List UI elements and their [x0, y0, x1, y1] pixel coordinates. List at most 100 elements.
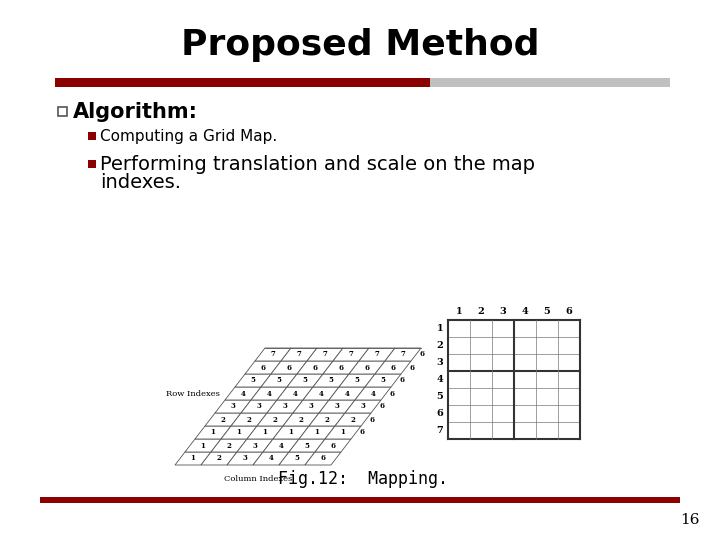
Polygon shape	[349, 361, 385, 374]
Polygon shape	[365, 374, 401, 387]
Polygon shape	[261, 374, 297, 387]
Text: Fig.12:  Mapping.: Fig.12: Mapping.	[278, 470, 448, 488]
Polygon shape	[333, 348, 369, 361]
Bar	[55, 78, 430, 87]
Polygon shape	[185, 439, 221, 452]
Text: 4: 4	[292, 389, 297, 397]
Polygon shape	[221, 426, 257, 439]
Text: 5: 5	[436, 392, 444, 401]
Text: 6: 6	[420, 350, 425, 359]
Text: 3: 3	[309, 402, 313, 410]
Text: 4: 4	[436, 375, 444, 384]
Polygon shape	[325, 426, 361, 439]
Text: indexes.: indexes.	[100, 172, 181, 192]
Text: 7: 7	[400, 350, 405, 359]
Text: 6: 6	[360, 429, 365, 436]
Text: 5: 5	[251, 376, 256, 384]
Polygon shape	[277, 387, 313, 400]
Text: 5: 5	[276, 376, 282, 384]
Text: 1: 1	[210, 429, 215, 436]
Text: 6: 6	[287, 363, 292, 372]
Text: 2: 2	[325, 415, 330, 423]
Text: Algorithm:: Algorithm:	[73, 102, 198, 122]
Polygon shape	[225, 387, 261, 400]
Polygon shape	[195, 426, 231, 439]
Text: 6: 6	[566, 307, 572, 316]
Text: 2: 2	[477, 307, 485, 316]
Text: 6: 6	[364, 363, 369, 372]
Text: 16: 16	[680, 513, 700, 527]
Polygon shape	[201, 452, 237, 465]
Polygon shape	[299, 426, 335, 439]
Text: Proposed Method: Proposed Method	[181, 28, 539, 62]
Text: 2: 2	[220, 415, 225, 423]
Polygon shape	[257, 413, 293, 426]
Text: 6: 6	[380, 402, 385, 410]
Text: 3: 3	[335, 402, 339, 410]
Text: 5: 5	[544, 307, 550, 316]
Text: 4: 4	[318, 389, 323, 397]
Polygon shape	[237, 439, 273, 452]
Polygon shape	[273, 426, 309, 439]
Text: 2: 2	[436, 341, 444, 350]
Text: Performing translation and scale on the map: Performing translation and scale on the …	[100, 154, 535, 173]
Text: 3: 3	[436, 358, 444, 367]
Polygon shape	[175, 452, 211, 465]
Text: 6: 6	[370, 415, 375, 423]
Text: 4: 4	[371, 389, 375, 397]
Text: 5: 5	[328, 376, 333, 384]
Text: Computing a Grid Map.: Computing a Grid Map.	[100, 129, 277, 144]
Text: 5: 5	[381, 376, 385, 384]
Text: 4: 4	[240, 389, 246, 397]
Text: 2: 2	[246, 415, 251, 423]
Text: 4: 4	[345, 389, 349, 397]
Polygon shape	[313, 374, 349, 387]
Polygon shape	[215, 400, 251, 413]
Polygon shape	[289, 439, 325, 452]
Text: 6: 6	[312, 363, 318, 372]
Text: 4: 4	[269, 455, 274, 462]
Text: 6: 6	[330, 442, 336, 449]
Text: 5: 5	[294, 455, 300, 462]
Text: 2: 2	[351, 415, 356, 423]
Text: 1: 1	[289, 429, 294, 436]
Text: 3: 3	[361, 402, 365, 410]
Bar	[40, 497, 680, 503]
Text: 1: 1	[341, 429, 346, 436]
Polygon shape	[263, 439, 299, 452]
Text: 7: 7	[323, 350, 328, 359]
Polygon shape	[385, 348, 421, 361]
Polygon shape	[293, 400, 329, 413]
Text: 6: 6	[436, 409, 444, 418]
Text: Column Indexes: Column Indexes	[224, 475, 292, 483]
Text: 3: 3	[230, 402, 235, 410]
Polygon shape	[235, 374, 271, 387]
Text: 6: 6	[390, 389, 395, 397]
Text: 7: 7	[297, 350, 302, 359]
Text: Row Indexes: Row Indexes	[166, 389, 220, 397]
Text: 3: 3	[500, 307, 506, 316]
Polygon shape	[315, 439, 351, 452]
Text: 2: 2	[299, 415, 303, 423]
Polygon shape	[245, 361, 281, 374]
Text: 6: 6	[400, 376, 405, 384]
Polygon shape	[345, 400, 381, 413]
Bar	[88, 160, 96, 168]
Text: 1: 1	[263, 429, 267, 436]
Polygon shape	[305, 452, 341, 465]
Polygon shape	[307, 348, 343, 361]
Text: 5: 5	[354, 376, 359, 384]
Polygon shape	[297, 361, 333, 374]
Polygon shape	[335, 413, 371, 426]
Text: 3: 3	[283, 402, 287, 410]
Text: 4: 4	[266, 389, 271, 397]
Polygon shape	[247, 426, 283, 439]
Polygon shape	[267, 400, 303, 413]
Text: 5: 5	[302, 376, 307, 384]
Polygon shape	[319, 400, 355, 413]
Polygon shape	[281, 348, 317, 361]
Text: 1: 1	[437, 324, 444, 333]
Polygon shape	[253, 452, 289, 465]
Polygon shape	[375, 361, 411, 374]
Bar	[430, 78, 670, 87]
